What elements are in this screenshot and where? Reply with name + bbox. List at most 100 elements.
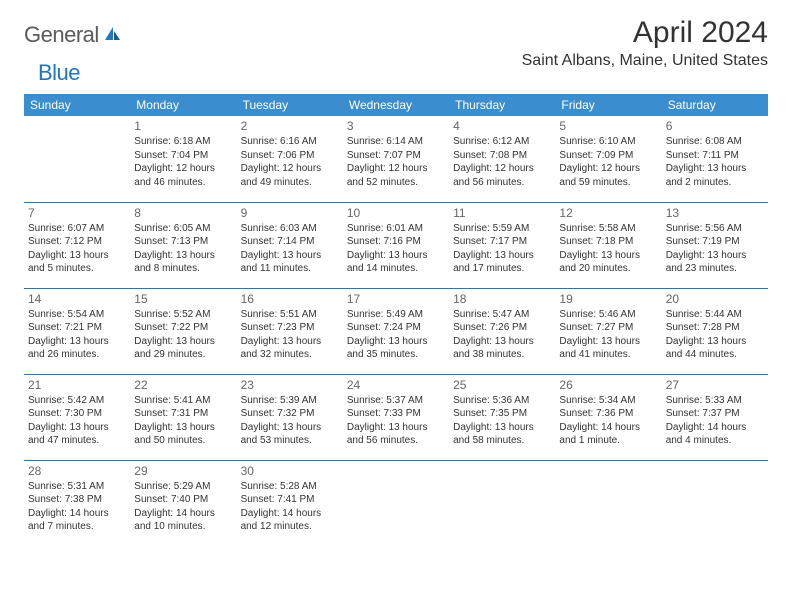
calendar-week-row: 28Sunrise: 5:31 AMSunset: 7:38 PMDayligh… (24, 460, 768, 546)
calendar-day-cell: 18Sunrise: 5:47 AMSunset: 7:26 PMDayligh… (449, 288, 555, 374)
daylight-text: Daylight: 13 hours and 41 minutes. (559, 335, 657, 362)
sunset-text: Sunset: 7:17 PM (453, 235, 551, 249)
calendar-day-cell: 29Sunrise: 5:29 AMSunset: 7:40 PMDayligh… (130, 460, 236, 546)
day-number: 15 (134, 291, 232, 307)
sunset-text: Sunset: 7:35 PM (453, 407, 551, 421)
logo: General (24, 16, 123, 48)
sunrise-text: Sunrise: 6:07 AM (28, 222, 126, 236)
calendar-day-cell: 24Sunrise: 5:37 AMSunset: 7:33 PMDayligh… (343, 374, 449, 460)
logo-text-blue: Blue (38, 60, 80, 86)
logo-text-general: General (24, 22, 99, 48)
day-number: 19 (559, 291, 657, 307)
calendar-day-cell: 5Sunrise: 6:10 AMSunset: 7:09 PMDaylight… (555, 116, 661, 202)
calendar-day-cell: 19Sunrise: 5:46 AMSunset: 7:27 PMDayligh… (555, 288, 661, 374)
day-number: 12 (559, 205, 657, 221)
calendar-day-cell: 4Sunrise: 6:12 AMSunset: 7:08 PMDaylight… (449, 116, 555, 202)
daylight-text: Daylight: 13 hours and 5 minutes. (28, 249, 126, 276)
sunrise-text: Sunrise: 5:33 AM (666, 394, 764, 408)
sunset-text: Sunset: 7:08 PM (453, 149, 551, 163)
day-number: 11 (453, 205, 551, 221)
calendar-week-row: 21Sunrise: 5:42 AMSunset: 7:30 PMDayligh… (24, 374, 768, 460)
day-number: 9 (241, 205, 339, 221)
day-number: 23 (241, 377, 339, 393)
day-number: 7 (28, 205, 126, 221)
location-text: Saint Albans, Maine, United States (522, 52, 768, 70)
calendar-day-cell: 9Sunrise: 6:03 AMSunset: 7:14 PMDaylight… (237, 202, 343, 288)
daylight-text: Daylight: 13 hours and 58 minutes. (453, 421, 551, 448)
sunset-text: Sunset: 7:14 PM (241, 235, 339, 249)
daylight-text: Daylight: 13 hours and 50 minutes. (134, 421, 232, 448)
calendar-day-cell: 23Sunrise: 5:39 AMSunset: 7:32 PMDayligh… (237, 374, 343, 460)
calendar-day-cell: 10Sunrise: 6:01 AMSunset: 7:16 PMDayligh… (343, 202, 449, 288)
sunset-text: Sunset: 7:28 PM (666, 321, 764, 335)
daylight-text: Daylight: 13 hours and 26 minutes. (28, 335, 126, 362)
daylight-text: Daylight: 13 hours and 56 minutes. (347, 421, 445, 448)
sunset-text: Sunset: 7:36 PM (559, 407, 657, 421)
sunrise-text: Sunrise: 6:14 AM (347, 135, 445, 149)
sunrise-text: Sunrise: 5:59 AM (453, 222, 551, 236)
weekday-header: Tuesday (237, 94, 343, 116)
daylight-text: Daylight: 12 hours and 59 minutes. (559, 162, 657, 189)
weekday-header: Sunday (24, 94, 130, 116)
sunrise-text: Sunrise: 5:49 AM (347, 308, 445, 322)
daylight-text: Daylight: 13 hours and 20 minutes. (559, 249, 657, 276)
sunrise-text: Sunrise: 5:31 AM (28, 480, 126, 494)
sunset-text: Sunset: 7:16 PM (347, 235, 445, 249)
day-number: 10 (347, 205, 445, 221)
daylight-text: Daylight: 13 hours and 32 minutes. (241, 335, 339, 362)
daylight-text: Daylight: 14 hours and 4 minutes. (666, 421, 764, 448)
sunset-text: Sunset: 7:31 PM (134, 407, 232, 421)
calendar-day-cell: 26Sunrise: 5:34 AMSunset: 7:36 PMDayligh… (555, 374, 661, 460)
sunrise-text: Sunrise: 6:08 AM (666, 135, 764, 149)
sunset-text: Sunset: 7:18 PM (559, 235, 657, 249)
calendar-day-cell: 13Sunrise: 5:56 AMSunset: 7:19 PMDayligh… (662, 202, 768, 288)
calendar-table: Sunday Monday Tuesday Wednesday Thursday… (24, 94, 768, 546)
calendar-day-cell: 17Sunrise: 5:49 AMSunset: 7:24 PMDayligh… (343, 288, 449, 374)
sunset-text: Sunset: 7:32 PM (241, 407, 339, 421)
day-number: 16 (241, 291, 339, 307)
month-title: April 2024 (522, 16, 768, 50)
calendar-day-cell: 16Sunrise: 5:51 AMSunset: 7:23 PMDayligh… (237, 288, 343, 374)
day-number: 29 (134, 463, 232, 479)
day-number: 30 (241, 463, 339, 479)
daylight-text: Daylight: 13 hours and 23 minutes. (666, 249, 764, 276)
sunset-text: Sunset: 7:26 PM (453, 321, 551, 335)
sunset-text: Sunset: 7:23 PM (241, 321, 339, 335)
weekday-header-row: Sunday Monday Tuesday Wednesday Thursday… (24, 94, 768, 116)
day-number: 21 (28, 377, 126, 393)
day-number: 22 (134, 377, 232, 393)
calendar-day-cell: 14Sunrise: 5:54 AMSunset: 7:21 PMDayligh… (24, 288, 130, 374)
weekday-header: Wednesday (343, 94, 449, 116)
sunset-text: Sunset: 7:07 PM (347, 149, 445, 163)
calendar-day-cell: 28Sunrise: 5:31 AMSunset: 7:38 PMDayligh… (24, 460, 130, 546)
sunrise-text: Sunrise: 5:47 AM (453, 308, 551, 322)
sunrise-text: Sunrise: 5:56 AM (666, 222, 764, 236)
sunrise-text: Sunrise: 5:41 AM (134, 394, 232, 408)
sunrise-text: Sunrise: 5:42 AM (28, 394, 126, 408)
sunset-text: Sunset: 7:24 PM (347, 321, 445, 335)
sunrise-text: Sunrise: 6:10 AM (559, 135, 657, 149)
sunrise-text: Sunrise: 5:51 AM (241, 308, 339, 322)
day-number: 2 (241, 118, 339, 134)
sunrise-text: Sunrise: 5:37 AM (347, 394, 445, 408)
daylight-text: Daylight: 12 hours and 46 minutes. (134, 162, 232, 189)
weekday-header: Saturday (662, 94, 768, 116)
sunset-text: Sunset: 7:37 PM (666, 407, 764, 421)
sunrise-text: Sunrise: 6:05 AM (134, 222, 232, 236)
calendar-day-cell (555, 460, 661, 546)
calendar-day-cell: 1Sunrise: 6:18 AMSunset: 7:04 PMDaylight… (130, 116, 236, 202)
day-number: 20 (666, 291, 764, 307)
calendar-day-cell: 6Sunrise: 6:08 AMSunset: 7:11 PMDaylight… (662, 116, 768, 202)
sunrise-text: Sunrise: 5:58 AM (559, 222, 657, 236)
daylight-text: Daylight: 14 hours and 7 minutes. (28, 507, 126, 534)
day-number: 25 (453, 377, 551, 393)
daylight-text: Daylight: 13 hours and 53 minutes. (241, 421, 339, 448)
daylight-text: Daylight: 12 hours and 56 minutes. (453, 162, 551, 189)
sunrise-text: Sunrise: 5:44 AM (666, 308, 764, 322)
daylight-text: Daylight: 12 hours and 52 minutes. (347, 162, 445, 189)
sunset-text: Sunset: 7:19 PM (666, 235, 764, 249)
sunrise-text: Sunrise: 6:03 AM (241, 222, 339, 236)
calendar-day-cell: 30Sunrise: 5:28 AMSunset: 7:41 PMDayligh… (237, 460, 343, 546)
sunrise-text: Sunrise: 6:12 AM (453, 135, 551, 149)
calendar-day-cell (662, 460, 768, 546)
